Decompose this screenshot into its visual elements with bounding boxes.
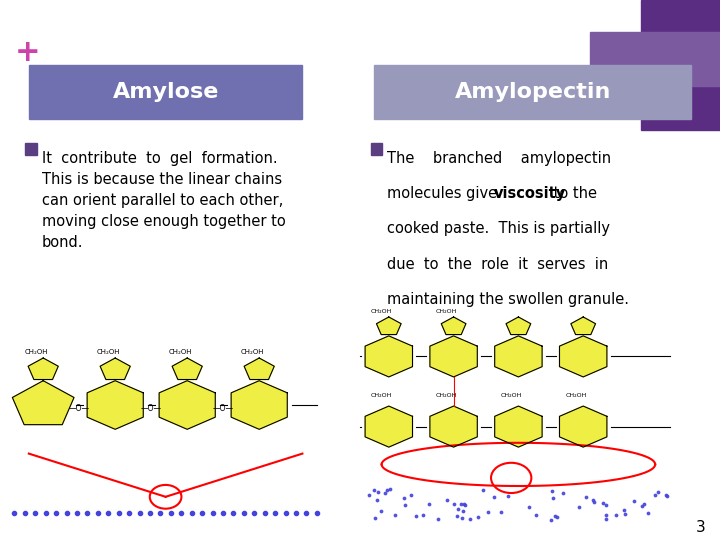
- Text: Amylopectin: Amylopectin: [454, 82, 611, 102]
- Polygon shape: [495, 406, 542, 447]
- Text: CH₂OH: CH₂OH: [500, 393, 522, 398]
- Polygon shape: [571, 317, 595, 335]
- Text: CH₂OH: CH₂OH: [168, 349, 192, 355]
- Polygon shape: [28, 358, 58, 380]
- Text: viscosity: viscosity: [494, 186, 566, 201]
- Text: +: +: [14, 38, 40, 67]
- Text: CH₂OH: CH₂OH: [371, 309, 392, 314]
- Text: —O—: —O—: [68, 404, 90, 414]
- Polygon shape: [430, 336, 477, 377]
- Text: molecules give: molecules give: [387, 186, 502, 201]
- Polygon shape: [172, 358, 202, 380]
- Text: cooked paste.  This is partially: cooked paste. This is partially: [387, 221, 611, 237]
- Bar: [371, 143, 382, 155]
- Text: It  contribute  to  gel  formation.
This is because the linear chains
can orient: It contribute to gel formation. This is …: [42, 151, 286, 250]
- Polygon shape: [559, 336, 607, 377]
- Text: to the: to the: [549, 186, 597, 201]
- Bar: [374, 65, 691, 119]
- Polygon shape: [506, 317, 531, 335]
- Text: —O—: —O—: [212, 404, 234, 414]
- Text: CH₂OH: CH₂OH: [565, 393, 587, 398]
- Text: —O—: —O—: [140, 404, 162, 414]
- Polygon shape: [430, 406, 477, 447]
- Text: maintaining the swollen granule.: maintaining the swollen granule.: [387, 292, 629, 307]
- Polygon shape: [377, 317, 401, 335]
- Text: Amylose: Amylose: [112, 82, 219, 102]
- Text: CH₂OH: CH₂OH: [436, 309, 457, 314]
- Text: CH₂OH: CH₂OH: [24, 349, 48, 355]
- Bar: [29, 65, 302, 119]
- Text: CH₂OH: CH₂OH: [240, 349, 264, 355]
- Text: due  to  the  role  it  serves  in: due to the role it serves in: [387, 256, 608, 272]
- Text: CH₂OH: CH₂OH: [96, 349, 120, 355]
- Text: 3: 3: [696, 519, 706, 535]
- Polygon shape: [559, 406, 607, 447]
- Text: The    branched    amylopectin: The branched amylopectin: [387, 151, 611, 166]
- Polygon shape: [159, 381, 215, 429]
- Polygon shape: [244, 358, 274, 380]
- Polygon shape: [87, 381, 143, 429]
- Text: CH₂OH: CH₂OH: [436, 393, 457, 398]
- Bar: [25, 143, 37, 155]
- Bar: [590, 32, 720, 86]
- Polygon shape: [12, 381, 74, 424]
- Text: CH₂OH: CH₂OH: [371, 393, 392, 398]
- Polygon shape: [231, 381, 287, 429]
- Polygon shape: [441, 317, 466, 335]
- Bar: [641, 0, 720, 130]
- Polygon shape: [100, 358, 130, 380]
- Polygon shape: [365, 336, 413, 377]
- Polygon shape: [495, 336, 542, 377]
- Polygon shape: [365, 406, 413, 447]
